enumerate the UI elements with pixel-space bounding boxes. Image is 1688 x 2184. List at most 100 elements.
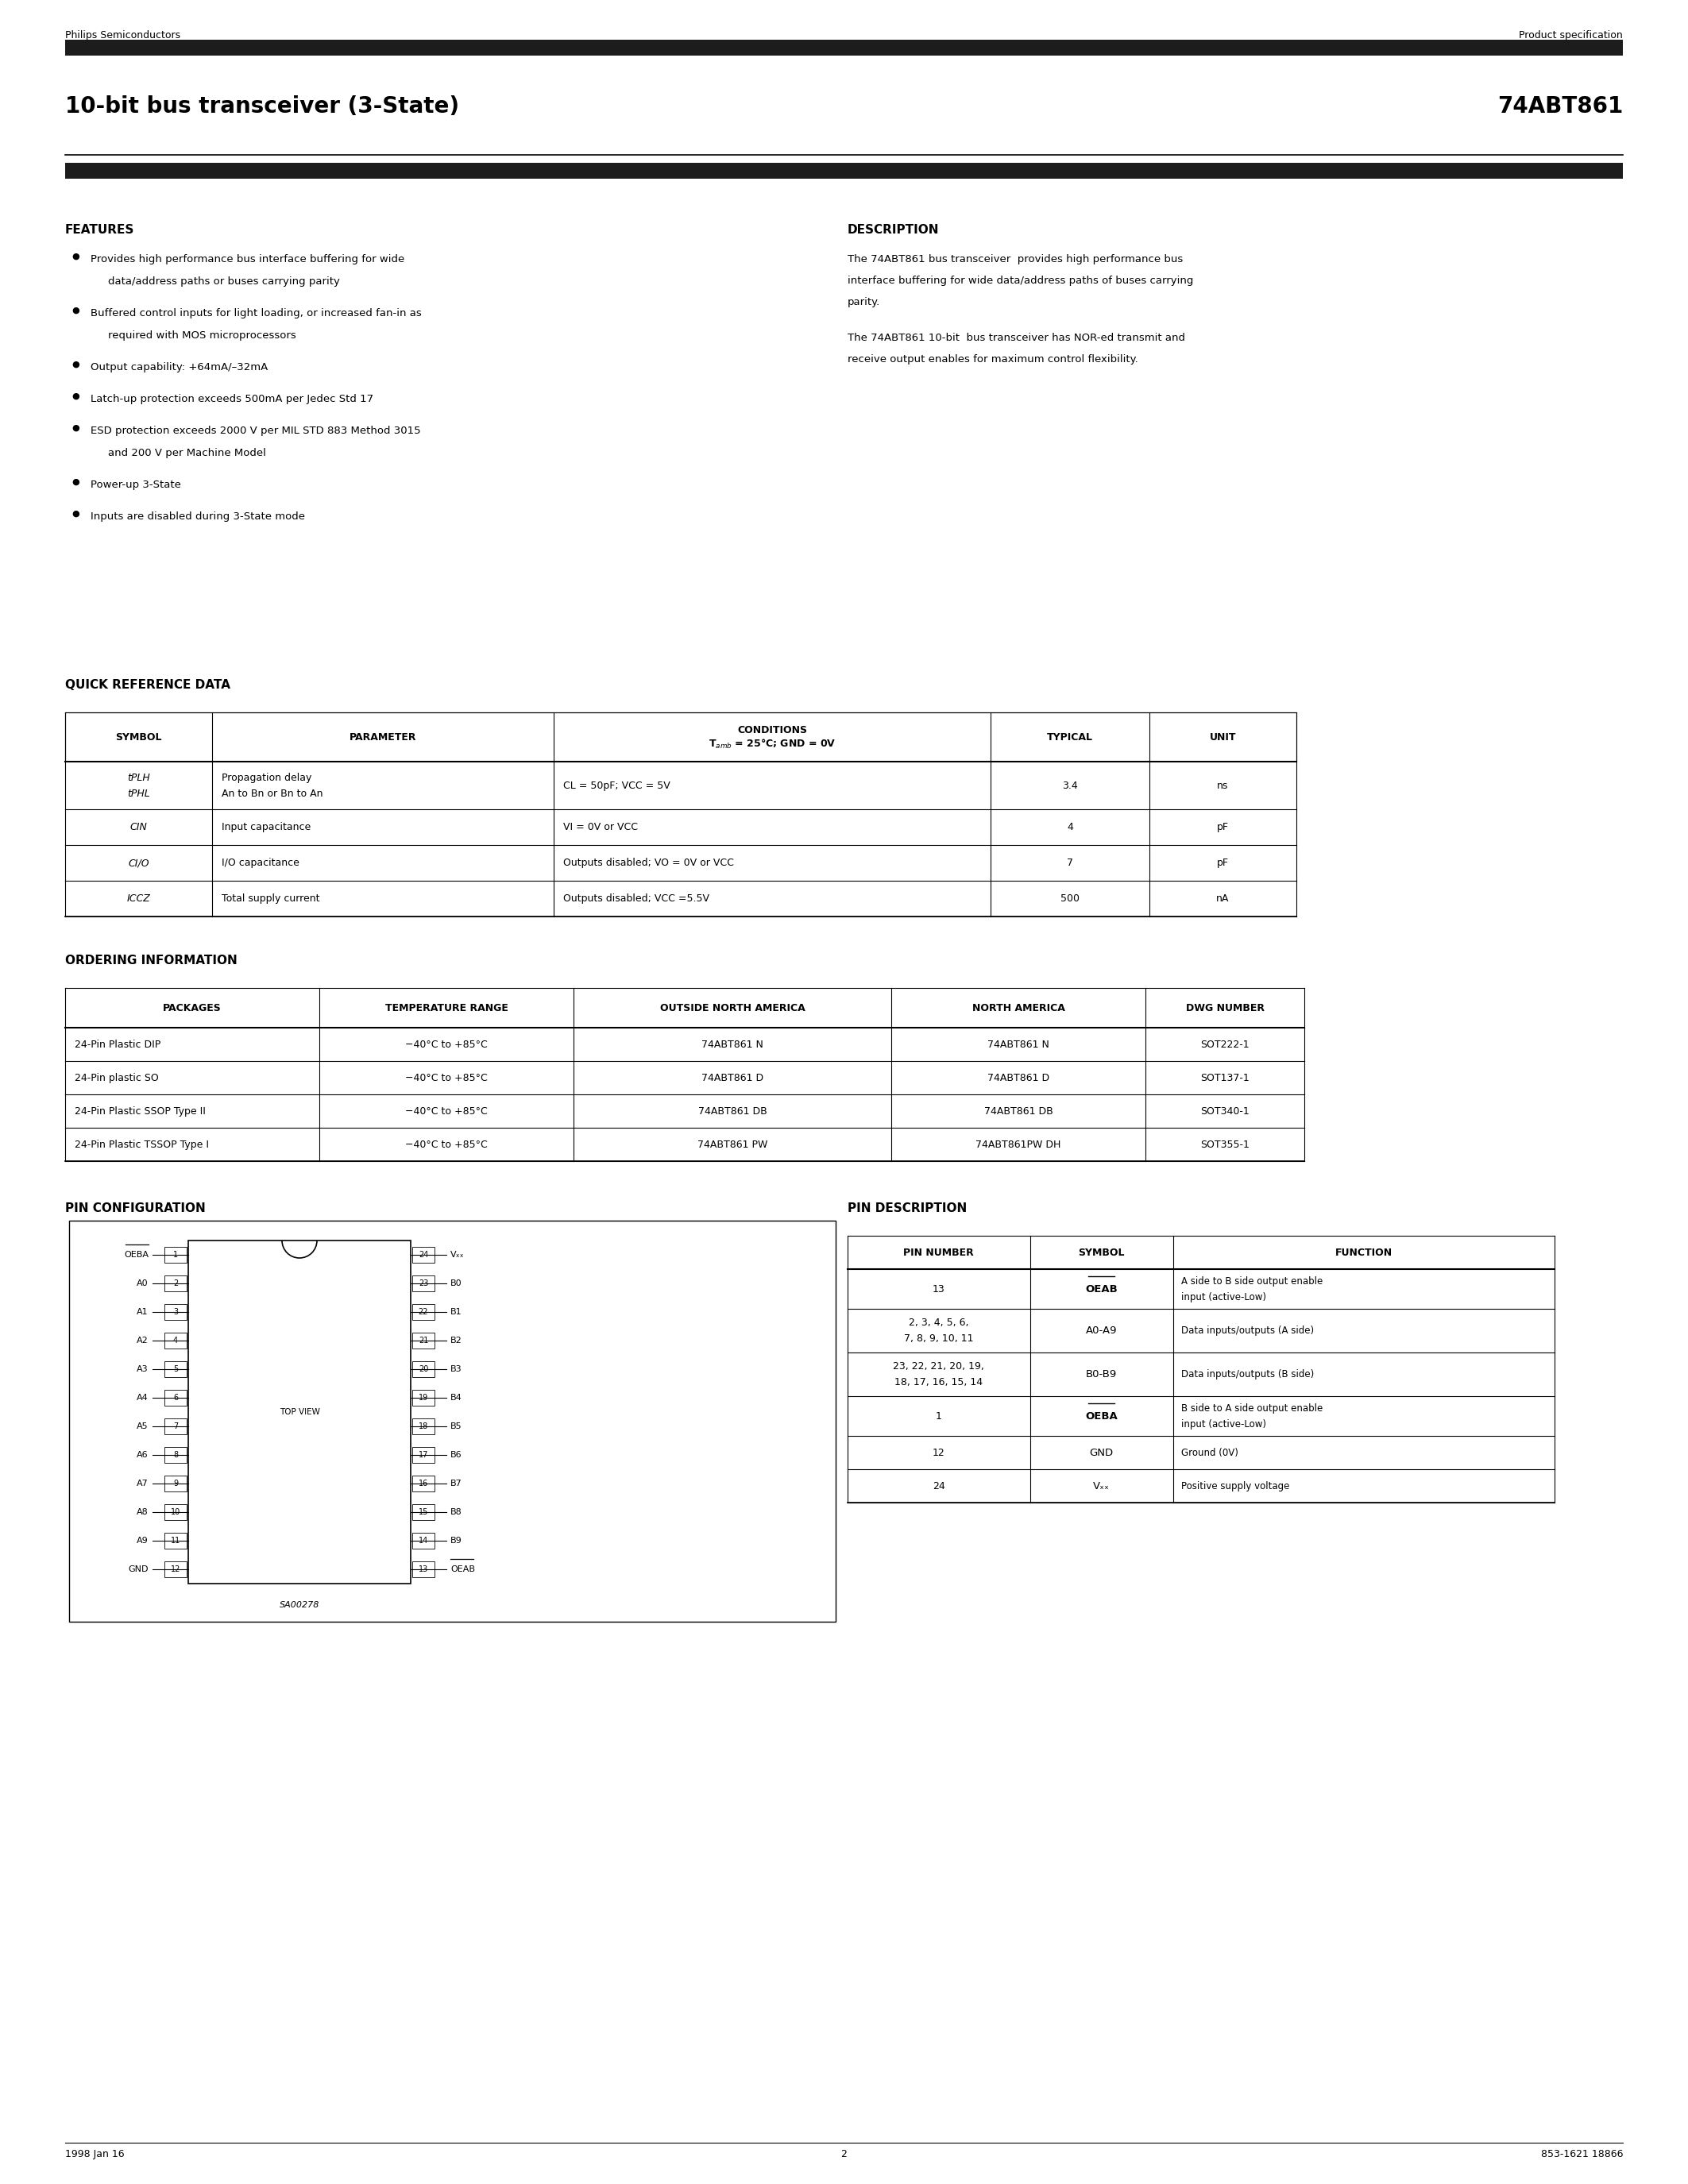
Text: parity.: parity. [847,297,879,308]
Text: 6: 6 [174,1393,177,1402]
Text: T$_{amb}$ = 25°C; GND = 0V: T$_{amb}$ = 25°C; GND = 0V [709,738,836,751]
Text: 74ABT861PW DH: 74ABT861PW DH [976,1140,1062,1149]
Bar [164,1332,187,1348]
Bar [66,1127,1305,1162]
Text: A3: A3 [137,1365,149,1374]
Text: 8: 8 [174,1450,177,1459]
Text: ns: ns [1217,780,1229,791]
Text: 7: 7 [174,1422,177,1431]
Text: Ground (0V): Ground (0V) [1182,1448,1237,1457]
Text: B6: B6 [451,1450,463,1459]
Text: The 74ABT861 10-bit  bus transceiver has NOR-ed transmit and: The 74ABT861 10-bit bus transceiver has … [847,332,1185,343]
Text: 24-Pin plastic SO: 24-Pin plastic SO [74,1072,159,1083]
Bar [412,1389,434,1406]
Text: 1: 1 [935,1411,942,1422]
Text: TYPICAL: TYPICAL [1047,732,1094,743]
Text: NORTH AMERICA: NORTH AMERICA [972,1002,1065,1013]
Text: 10-bit bus transceiver (3-State): 10-bit bus transceiver (3-State) [66,96,459,118]
Bar [847,1396,1555,1435]
Text: receive output enables for maximum control flexibility.: receive output enables for maximum contr… [847,354,1138,365]
Text: 22: 22 [419,1308,429,1317]
Text: SOT222-1: SOT222-1 [1200,1040,1249,1051]
Text: tPHL: tPHL [127,788,150,799]
Bar [66,762,1296,810]
Text: B5: B5 [451,1422,463,1431]
Text: CI/O: CI/O [128,858,149,867]
Text: OEAB: OEAB [451,1566,474,1572]
Text: −40°C to +85°C: −40°C to +85°C [405,1040,488,1051]
Text: GND: GND [128,1566,149,1572]
Text: 9: 9 [174,1479,177,1487]
Bar [66,987,1305,1029]
Text: PIN CONFIGURATION: PIN CONFIGURATION [66,1203,206,1214]
Text: 3: 3 [174,1308,177,1317]
Bar [412,1304,434,1319]
Bar [412,1247,434,1262]
Text: B0-B9: B0-B9 [1085,1369,1117,1380]
Text: PARAMETER: PARAMETER [349,732,417,743]
Text: B8: B8 [451,1509,463,1516]
Bar [847,1236,1555,1269]
Text: input (active-Low): input (active-Low) [1182,1291,1266,1302]
Bar [847,1470,1555,1503]
Text: B9: B9 [451,1538,463,1544]
Text: SOT137-1: SOT137-1 [1200,1072,1249,1083]
Text: TOP VIEW: TOP VIEW [279,1409,319,1415]
Text: A5: A5 [137,1422,149,1431]
Text: The 74ABT861 bus transceiver  provides high performance bus: The 74ABT861 bus transceiver provides hi… [847,253,1183,264]
Text: 3.4: 3.4 [1062,780,1079,791]
Text: TEMPERATURE RANGE: TEMPERATURE RANGE [385,1002,508,1013]
Bar [164,1275,187,1291]
Text: Output capability: +64mA/–32mA: Output capability: +64mA/–32mA [91,363,268,373]
Bar [164,1304,187,1319]
Text: A1: A1 [137,1308,149,1317]
Bar [164,1361,187,1378]
Bar [66,712,1296,762]
Bar [66,1061,1305,1094]
Bar [847,1352,1555,1396]
Text: A2: A2 [137,1337,149,1345]
Text: FEATURES: FEATURES [66,225,135,236]
Bar [412,1417,434,1435]
Text: 18: 18 [419,1422,429,1431]
Text: pF: pF [1217,821,1229,832]
Text: I/O capacitance: I/O capacitance [221,858,299,867]
Text: 19: 19 [419,1393,429,1402]
Text: Inputs are disabled during 3-State mode: Inputs are disabled during 3-State mode [91,511,306,522]
Text: ●: ● [71,253,79,260]
Bar [847,1269,1555,1308]
Text: 17: 17 [419,1450,429,1459]
Bar [69,1221,836,1623]
Text: OEBA: OEBA [1085,1411,1117,1422]
Text: 24: 24 [419,1251,429,1258]
Text: Data inputs/outputs (B side): Data inputs/outputs (B side) [1182,1369,1313,1380]
Text: 24: 24 [932,1481,945,1492]
Text: 23: 23 [419,1280,429,1286]
Text: PIN NUMBER: PIN NUMBER [903,1247,974,1258]
Text: nA: nA [1217,893,1229,904]
Text: 13: 13 [419,1566,429,1572]
Text: Vₓₓ: Vₓₓ [451,1251,464,1258]
Text: Buffered control inputs for light loading, or increased fan-in as: Buffered control inputs for light loadin… [91,308,422,319]
Text: CIN: CIN [130,821,147,832]
Text: 20: 20 [419,1365,429,1374]
Text: Data inputs/outputs (A side): Data inputs/outputs (A side) [1182,1326,1313,1337]
Text: GND: GND [1090,1448,1114,1457]
Text: 853-1621 18866: 853-1621 18866 [1541,2149,1622,2160]
Text: A7: A7 [137,1479,149,1487]
Text: B4: B4 [451,1393,463,1402]
Text: A6: A6 [137,1450,149,1459]
Text: DESCRIPTION: DESCRIPTION [847,225,939,236]
Text: A9: A9 [137,1538,149,1544]
Text: 1998 Jan 16: 1998 Jan 16 [66,2149,125,2160]
Bar [66,810,1296,845]
Bar [66,1094,1305,1127]
Text: B7: B7 [451,1479,463,1487]
Text: Outputs disabled; VCC =5.5V: Outputs disabled; VCC =5.5V [564,893,709,904]
Text: data/address paths or buses carrying parity: data/address paths or buses carrying par… [108,277,339,286]
Text: −40°C to +85°C: −40°C to +85°C [405,1072,488,1083]
Text: 74ABT861 PW: 74ABT861 PW [697,1140,768,1149]
Text: DWG NUMBER: DWG NUMBER [1185,1002,1264,1013]
Text: VI = 0V or VCC: VI = 0V or VCC [564,821,638,832]
Bar [164,1533,187,1548]
